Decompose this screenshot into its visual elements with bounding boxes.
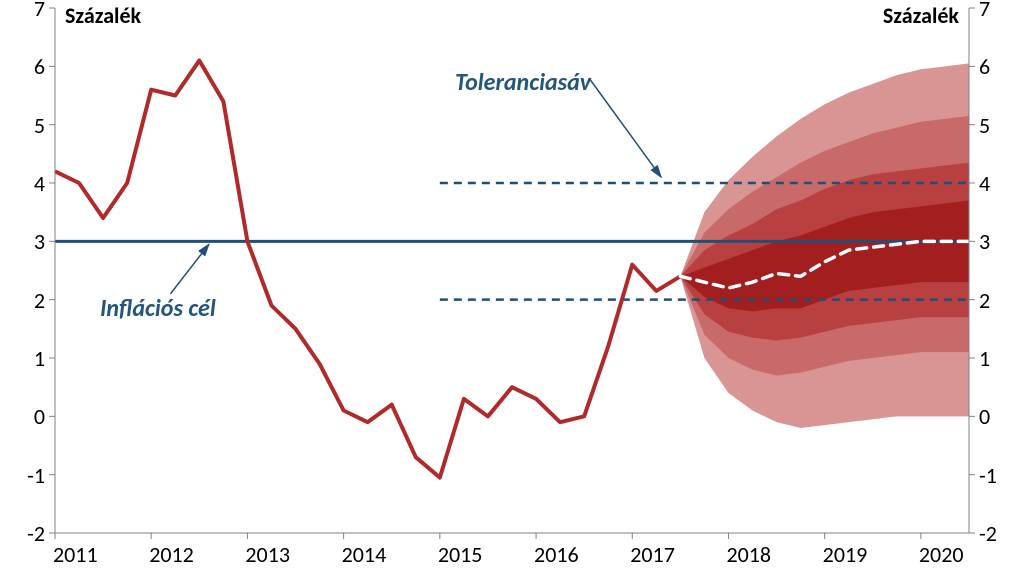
- xtick: 2013: [245, 541, 290, 568]
- ytick-right: 6: [979, 53, 990, 80]
- ytick-left: 4: [34, 170, 45, 197]
- tolerance-arrow: [589, 78, 661, 177]
- ytick-left: 3: [34, 228, 45, 255]
- ytick-right: 1: [979, 345, 990, 372]
- ytick-left: 5: [34, 112, 45, 139]
- xtick: 2012: [149, 541, 194, 568]
- ytick-left: -1: [27, 462, 45, 489]
- ytick-left: 1: [34, 345, 45, 372]
- ytick-left: 7: [34, 0, 45, 22]
- inflation-target-label: Inflációs cél: [100, 294, 216, 323]
- ytick-left: -2: [27, 520, 45, 547]
- xtick: 2014: [342, 541, 387, 568]
- xtick: 2011: [53, 541, 98, 568]
- ytick-right: 2: [979, 287, 990, 314]
- ytick-left: 0: [34, 403, 45, 430]
- ytick-left: 6: [34, 53, 45, 80]
- xtick: 2017: [630, 541, 675, 568]
- xtick: 2018: [726, 541, 771, 568]
- target-arrow: [170, 244, 208, 294]
- ytick-left: 2: [34, 287, 45, 314]
- xtick: 2015: [438, 541, 483, 568]
- ytick-right: 5: [979, 112, 990, 139]
- inflation-line: [55, 61, 680, 478]
- ytick-right: 3: [979, 228, 990, 255]
- ytick-right: 0: [979, 403, 990, 430]
- tolerance-band-label: Toleranciasáv: [455, 68, 591, 97]
- ytick-right: 7: [979, 0, 990, 22]
- ytick-right: -2: [979, 520, 997, 547]
- ytick-right: 4: [979, 170, 990, 197]
- xtick: 2020: [919, 541, 964, 568]
- xtick: 2019: [823, 541, 868, 568]
- ytick-right: -1: [979, 462, 997, 489]
- y-left-title: Százalék: [65, 2, 141, 29]
- xtick: 2016: [534, 541, 579, 568]
- y-right-title: Százalék: [883, 2, 959, 29]
- inflation-fan-chart: Százalék Százalék -2 -1 0 1 2 3 4 5 6 7 -2 -1 0 1 2 3 4…: [0, 0, 1024, 573]
